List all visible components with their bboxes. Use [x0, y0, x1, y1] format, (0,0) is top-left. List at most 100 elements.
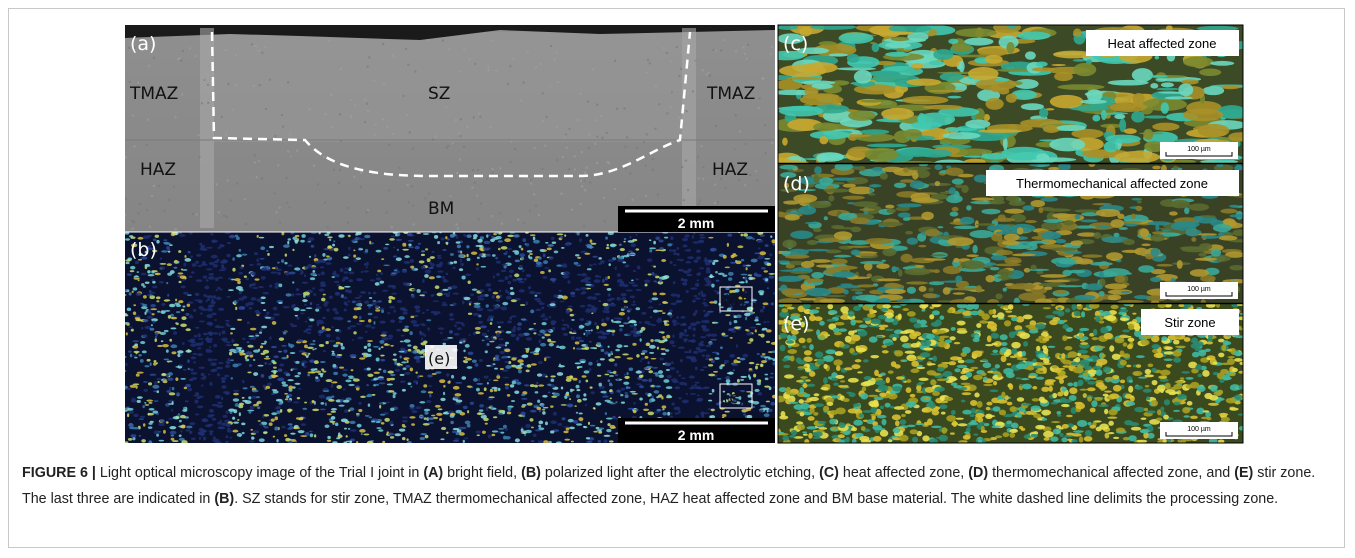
- grain: [559, 364, 561, 367]
- grain: [439, 379, 445, 383]
- grain: [201, 308, 207, 310]
- grain: [731, 255, 735, 258]
- grain: [708, 364, 713, 366]
- grain: [1006, 93, 1017, 102]
- grain: [170, 327, 176, 329]
- grain: [678, 346, 685, 348]
- grain: [201, 377, 206, 379]
- grain: [312, 400, 315, 403]
- speckle: [383, 83, 385, 85]
- grain: [517, 359, 523, 363]
- grain: [331, 384, 334, 388]
- grain: [260, 328, 263, 331]
- grain: [353, 250, 355, 252]
- grain: [725, 314, 730, 316]
- grain: [467, 258, 471, 261]
- grain: [898, 212, 911, 218]
- grain: [166, 282, 168, 284]
- grain: [640, 338, 642, 341]
- grain: [587, 304, 591, 307]
- grain: [847, 246, 871, 248]
- page: (a) TMAZ SZ TMAZ HAZ HAZ BM 2 mm (b) (d)…: [0, 0, 1355, 558]
- grain: [976, 285, 982, 292]
- grain: [953, 292, 965, 294]
- grain: [197, 347, 201, 349]
- speckle: [253, 85, 255, 87]
- grain: [591, 329, 593, 331]
- grain: [674, 413, 679, 415]
- grain: [526, 274, 531, 278]
- grain: [479, 359, 483, 362]
- grain: [241, 422, 245, 425]
- grain: [1099, 291, 1105, 297]
- grain: [312, 409, 319, 412]
- grain: [1155, 56, 1159, 60]
- grain: [631, 279, 634, 281]
- grain: [348, 247, 351, 251]
- grain: [333, 240, 335, 242]
- grain: [829, 53, 849, 56]
- grain: [897, 203, 922, 207]
- grain: [594, 279, 601, 283]
- grain: [415, 406, 421, 409]
- speckle: [720, 49, 722, 51]
- grain: [493, 292, 498, 295]
- grain: [1148, 75, 1168, 78]
- grain: [706, 354, 711, 357]
- grain: [854, 70, 872, 84]
- grain: [687, 269, 691, 272]
- grain: [589, 341, 591, 343]
- speckle: [495, 69, 497, 71]
- grain: [602, 332, 605, 335]
- grain: [610, 351, 612, 354]
- grain: [547, 384, 551, 386]
- grain: [365, 249, 368, 253]
- grain: [507, 248, 511, 250]
- speckle: [458, 132, 460, 134]
- grain: [344, 271, 348, 273]
- speckle: [580, 151, 582, 153]
- grain: [587, 268, 592, 270]
- speckle: [189, 47, 191, 49]
- grain: [1178, 83, 1193, 96]
- grain: [991, 233, 1002, 241]
- grain: [1064, 251, 1081, 255]
- grain: [205, 424, 212, 427]
- grain: [1025, 220, 1037, 223]
- grain: [320, 409, 326, 411]
- grain: [579, 325, 584, 329]
- grain: [459, 342, 462, 344]
- grain: [189, 316, 194, 319]
- grain: [759, 292, 763, 295]
- speckle: [258, 160, 260, 162]
- speckle: [692, 64, 694, 66]
- grain: [469, 334, 471, 336]
- grain: [230, 359, 234, 361]
- grain: [375, 309, 380, 311]
- grain: [649, 345, 656, 349]
- grain: [1139, 229, 1149, 238]
- grain: [1123, 221, 1142, 224]
- grain: [907, 167, 930, 171]
- grain: [227, 428, 231, 431]
- grain: [552, 242, 557, 244]
- grain: [782, 251, 791, 256]
- grain: [562, 263, 567, 267]
- grain: [206, 279, 209, 282]
- grain: [416, 289, 420, 293]
- grain: [747, 342, 751, 344]
- grain: [294, 361, 297, 363]
- speckle: [445, 147, 447, 149]
- grain: [257, 298, 263, 302]
- grain: [703, 366, 708, 368]
- grain: [410, 259, 414, 263]
- speckle: [549, 85, 551, 87]
- grain: [681, 316, 686, 319]
- grain: [148, 382, 152, 385]
- grain: [604, 374, 609, 376]
- grain: [526, 337, 532, 340]
- grain: [542, 313, 545, 315]
- grain: [315, 370, 321, 372]
- grain: [647, 361, 649, 364]
- grain: [695, 382, 700, 384]
